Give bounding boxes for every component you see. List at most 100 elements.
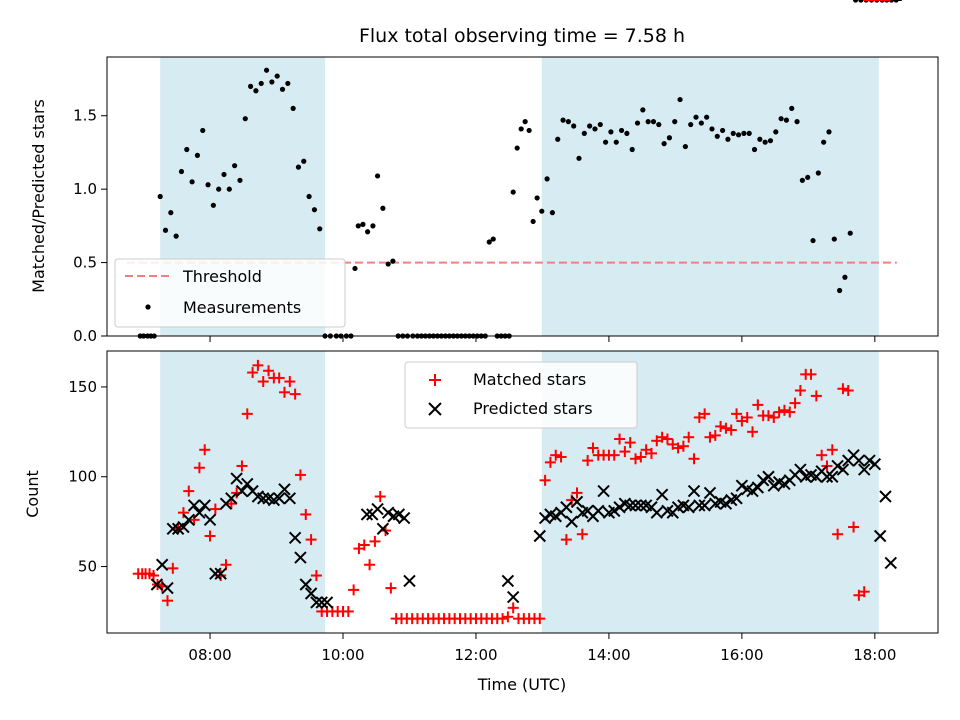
x-tick-label: 10:00 — [321, 646, 364, 664]
legend-measurements-label: Measurements — [183, 298, 301, 317]
legend-matched-swatch — [429, 374, 441, 386]
matched-star-point — [369, 535, 381, 547]
matched-star-point — [534, 613, 546, 625]
measurement-point — [810, 237, 816, 244]
measurement-point — [285, 80, 291, 87]
measurement-point — [306, 193, 312, 200]
measurement-point — [640, 107, 646, 113]
measurement-point — [592, 126, 598, 132]
measurement-point — [486, 239, 492, 245]
measurement-point — [587, 123, 593, 129]
top-x-ticks — [209, 336, 876, 342]
measurement-point — [576, 155, 582, 161]
measurement-point — [490, 236, 496, 242]
measurement-point — [530, 218, 536, 225]
matched-star-point — [826, 444, 838, 456]
predicted-star-point — [294, 551, 307, 564]
measurement-point — [741, 130, 747, 136]
predicted-star-point — [187, 499, 201, 512]
predicted-star-point — [873, 529, 887, 543]
measurement-point — [629, 146, 635, 153]
matched-star-point — [560, 534, 572, 546]
matched-star-point — [193, 462, 205, 474]
predicted-star-point — [166, 522, 180, 536]
measurement-point — [618, 127, 625, 134]
measurement-point — [837, 287, 843, 294]
predicted-star-point — [762, 470, 775, 483]
matched-star-point — [805, 368, 817, 380]
measurement-point — [783, 117, 790, 123]
measurement-point — [821, 139, 827, 145]
predicted-star-point — [225, 492, 238, 505]
measurement-point — [269, 79, 275, 85]
predicted-star-point — [868, 457, 882, 471]
matched-star-point — [704, 431, 716, 443]
predicted-star-point — [703, 486, 717, 500]
bottom-x-axis: 08:00 10:00 12:00 14:00 16:00 18:00 — [188, 633, 896, 664]
matched-star-point — [656, 431, 668, 443]
measurement-point — [767, 138, 774, 144]
predicted-star-point — [283, 492, 297, 505]
predicted-star-point — [538, 511, 552, 525]
matched-star-point — [241, 408, 253, 420]
predicted-star-point — [858, 463, 871, 476]
predicted-star-point — [565, 515, 578, 528]
bottom-legend: Matched stars Predicted stars — [404, 361, 638, 429]
measurement-point — [253, 88, 259, 94]
predicted-star-point — [852, 454, 866, 467]
measurement-point — [762, 139, 768, 145]
predicted-star-point — [288, 531, 302, 545]
matched-star-point — [364, 559, 376, 571]
x-tick-label: 14:00 — [587, 646, 630, 664]
measurement-point — [184, 146, 190, 153]
y-tick-label: 0.0 — [73, 327, 97, 345]
predicted-star-point — [203, 513, 217, 527]
measurement-point — [682, 143, 688, 150]
matched-star-point — [582, 455, 594, 467]
measurement-point — [263, 67, 270, 73]
measurement-point — [200, 127, 206, 134]
predicted-star-point — [693, 499, 706, 512]
matched-star-point — [789, 397, 801, 409]
measurement-point — [274, 73, 280, 79]
predicted-star-point — [597, 484, 610, 498]
measurement-point — [549, 210, 556, 216]
predicted-star-point — [778, 477, 791, 491]
measurement-point — [720, 127, 726, 134]
top-y-axis: 0.0 0.5 1.0 1.5 — [73, 107, 107, 345]
measurement-point — [746, 130, 752, 136]
matched-star-point — [225, 498, 237, 510]
matched-star-point — [544, 456, 556, 468]
predicted-star-point — [533, 529, 546, 543]
predicted-star-point — [177, 520, 190, 534]
predicted-star-point — [304, 587, 318, 600]
measurement-point — [624, 130, 630, 136]
measurement-point — [210, 202, 216, 208]
measurement-point — [725, 136, 731, 142]
y-tick-label: 100 — [68, 468, 97, 486]
x-tick-label: 18:00 — [853, 646, 896, 664]
matched-star-point — [661, 433, 673, 445]
predicted-star-point — [278, 483, 291, 496]
predicted-star-point — [629, 499, 642, 512]
predicted-star-point — [719, 497, 733, 510]
legend-predicted-swatch — [428, 402, 442, 416]
measurement-point — [157, 193, 163, 200]
measurement-point — [258, 80, 264, 87]
predicted-star-point — [235, 484, 249, 498]
predicted-star-point — [655, 488, 669, 501]
matched-star-point — [672, 442, 684, 454]
matched-star-point — [183, 485, 195, 497]
predicted-star-point — [397, 511, 411, 525]
measurement-point — [221, 171, 227, 178]
predicted-star-point — [549, 510, 562, 523]
matched-star-point — [507, 602, 519, 614]
predicted-star-point — [634, 499, 648, 512]
measurement-point — [295, 164, 302, 170]
matched-star-point — [858, 586, 870, 598]
legend-predicted-label: Predicted stars — [473, 399, 593, 418]
predicted-star-point — [198, 499, 211, 512]
predicted-star-point — [730, 492, 743, 505]
measurement-point — [634, 120, 641, 126]
matched-star-point — [273, 372, 285, 384]
